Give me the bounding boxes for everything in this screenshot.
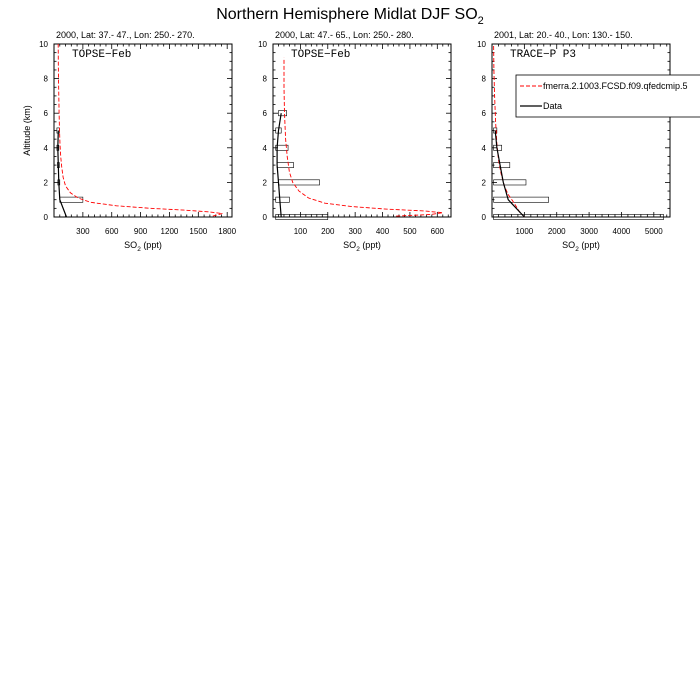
x-tick-label: 500 [403,227,417,236]
data-profile-line [494,130,525,218]
y-tick-label: 0 [482,213,487,222]
y-tick-label: 4 [263,144,268,153]
legend-data-label: Data [543,101,562,111]
y-axis-label: Altitude (km) [22,105,32,156]
model-profile-line [493,43,525,218]
data-range-bar [493,162,511,168]
x-tick-label: 4000 [613,227,631,236]
x-tick-label: 200 [321,227,335,236]
panel-subtitle: 2000, Lat: 37.- 47., Lon: 250.- 270. [56,30,195,40]
x-axis-label-subscript: 2 [356,246,360,253]
x-tick-label: 3000 [580,227,598,236]
chart-panel-2: 0 2 4 6 8 10 100 200 300 400 500 600 2000, Lat: 47.-… [258,30,452,253]
x-axis-label-unit: (ppt) [579,240,600,250]
data-profile-line [57,130,68,218]
y-tick-label: 8 [482,75,487,84]
y-tick-label: 0 [263,213,268,222]
x-tick-label: 1000 [515,227,533,236]
x-tick-label: 600 [105,227,119,236]
x-tick-label: 900 [134,227,148,236]
model-profile-line [283,57,443,217]
data-range-bar [278,179,320,186]
panel-subtitle: 2000, Lat: 47.- 65., Lon: 250.- 280. [275,30,414,40]
legend: fmerra.2.1003.FCSD.f09.qfedcmip.5 Data [515,74,700,118]
y-tick-label: 2 [482,178,487,187]
y-tick-label: 4 [482,144,487,153]
x-axis-label: SO2 (ppt) [124,240,162,253]
figure-title-subscript: 2 [478,15,484,27]
x-tick-label: 1500 [189,227,207,236]
x-axis-label-subscript: 2 [137,246,141,253]
x-tick-label: 300 [348,227,362,236]
x-tick-label: 400 [376,227,390,236]
y-tick-label: 4 [44,144,49,153]
legend-model-label: fmerra.2.1003.FCSD.f09.qfedcmip.5 [543,81,688,91]
x-tick-label: 1200 [161,227,179,236]
y-tick-label: 10 [258,40,267,49]
figure-title-text: Northern Hemisphere Midlat DJF SO [216,6,477,23]
y-tick-label: 0 [44,213,49,222]
x-axis-label-unit: (ppt) [360,240,381,250]
x-tick-label: 5000 [645,227,663,236]
plot-frame [491,43,671,218]
x-axis-label-subscript: 2 [575,246,579,253]
y-tick-label: 10 [477,40,486,49]
chart-panel-3: 0 2 4 6 8 10 1000 2000 3000 4000 5000 2001, Lat: 20… [477,30,671,253]
data-range-bar [493,214,664,220]
y-tick-label: 10 [39,40,48,49]
data-range-bar [59,196,84,203]
data-range-bar [275,214,329,220]
x-tick-label: 600 [431,227,445,236]
x-tick-label: 2000 [548,227,566,236]
x-axis-label-text: SO [562,240,575,250]
x-axis-label-unit: (ppt) [141,240,162,250]
data-range-bar [275,144,289,151]
campaign-label: TOPSE−Feb [291,49,350,61]
x-axis-label-text: SO [343,240,356,250]
data-range-bar [276,162,294,168]
x-tick-label: 1800 [218,227,236,236]
data-range-bar [493,196,549,203]
y-tick-label: 8 [44,75,49,84]
x-tick-label: 100 [294,227,308,236]
plot-frame [53,43,233,218]
y-tick-label: 6 [482,109,487,118]
legend-box [515,74,700,118]
x-axis-label: SO2 (ppt) [343,240,381,253]
campaign-label: TOPSE−Feb [72,49,131,61]
data-profile-line [276,113,282,218]
data-range-bar [493,179,527,186]
y-tick-label: 6 [44,109,49,118]
x-axis-label-text: SO [124,240,137,250]
panel-subtitle: 2001, Lat: 20.- 40., Lon: 130.- 150. [494,30,633,40]
y-tick-label: 8 [263,75,268,84]
data-range-bar [278,110,287,117]
figure-title: Northern Hemisphere Midlat DJF SO2 [216,6,484,27]
model-profile-line [57,43,223,217]
x-axis-label: SO2 (ppt) [562,240,600,253]
data-range-bar [275,196,290,203]
x-tick-label: 300 [76,227,90,236]
y-tick-label: 6 [263,109,268,118]
campaign-label: TRACE−P P3 [510,49,576,61]
chart-panel-1: 0 2 4 6 8 10 300 600 900 1200 1500 1800 2000, Lat: 3… [22,30,237,253]
y-tick-label: 2 [263,178,268,187]
y-tick-label: 2 [44,178,49,187]
